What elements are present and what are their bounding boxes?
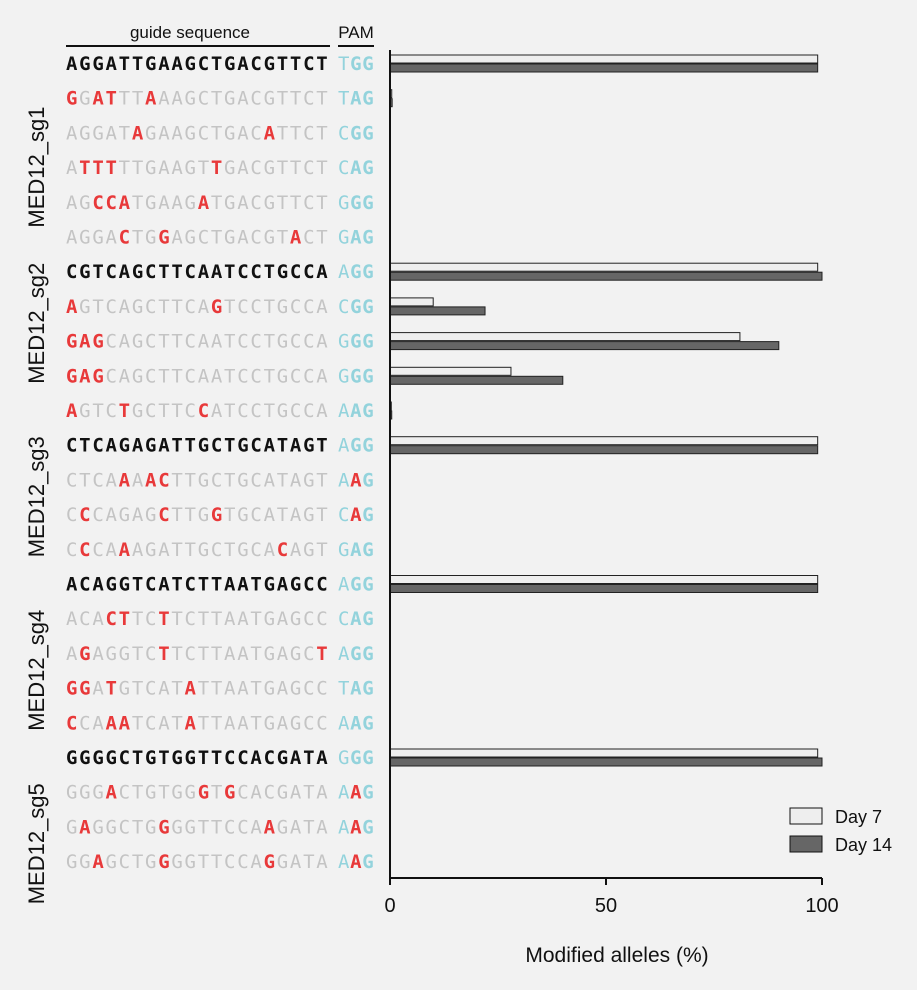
bar-day7 [389, 54, 819, 64]
pam-sequence: AAG [338, 400, 374, 422]
offtarget-sequence: GGATGTCATATTAATGAGCC [66, 678, 328, 700]
offtarget-sequence: GAGCAGCTTCAATCCTGCCA [66, 331, 328, 353]
offtarget-sequence: AGTCTGCTTCCATCCTGCCA [66, 400, 328, 422]
offtarget-sequence: GAGCAGCTTCAATCCTGCCA [66, 365, 328, 387]
pam-sequence: AGG [338, 261, 374, 283]
group-labels: MED12_sg1 MED12_sg2 MED12_sg3 MED12_sg4 MED1… [24, 107, 49, 905]
offtarget-sequence: AGGATAGAAGCTGACATTCT [66, 122, 328, 144]
x-axis-ticks: 0 50 100 [384, 878, 839, 917]
bar-day7 [389, 436, 819, 446]
bar-day14 [389, 584, 819, 593]
group-label: MED12_sg5 [24, 783, 49, 904]
pam-sequence: CAG [338, 157, 374, 179]
bar-day7 [389, 297, 434, 307]
bar-day7 [389, 262, 819, 272]
offtarget-sequence: GAGGCTGGGGTTCCAAGATA [66, 816, 328, 838]
bar-day7 [389, 332, 741, 342]
pam-sequence: CAG [338, 504, 374, 526]
pam-sequence: GAG [338, 539, 374, 561]
x-axis-label: Modified alleles (%) [525, 944, 708, 967]
offtarget-sequence: GGAGCTGGGGTTCCAGGATA [66, 851, 328, 873]
offtarget-sequence: AGTCAGCTTCAGTCCTGCCA [66, 296, 328, 318]
group-label: MED12_sg1 [24, 107, 49, 228]
pam-sequence: TGG [338, 53, 374, 75]
bar-day7 [389, 366, 512, 376]
target-sequence: ACAGGTCATCTTAATGAGCC [66, 574, 328, 596]
offtarget-sequence: ACACTTCTTCTTAATGAGCC [66, 608, 328, 630]
sequence-labels: AGGATTGAAGCTGACGTTCT TGG GGATTTAAAGCTGACGT… [66, 53, 374, 873]
offtarget-sequence: CCCAGAGCTTGGTGCATAGT [66, 504, 328, 526]
guide-sequence-header: guide sequence [130, 23, 250, 42]
offtarget-sequence: AGCCATGAAGATGACGTTCT [66, 192, 328, 214]
bar-day14 [389, 445, 819, 455]
pam-sequence: AGG [338, 643, 374, 665]
bar-day14 [389, 306, 486, 316]
pam-sequence: AAG [338, 469, 374, 491]
pam-sequence: GGG [338, 365, 374, 387]
pam-sequence: GGG [338, 192, 374, 214]
offtarget-sequence: AGGACTGGAGCTGACGTACT [66, 227, 328, 249]
target-sequence: CGTCAGCTTCAATCCTGCCA [66, 261, 328, 283]
legend-swatch-day7 [789, 807, 823, 825]
offtarget-sequence: CCAAATCATATTAATGAGCC [66, 712, 328, 734]
x-tick-label: 0 [384, 895, 395, 917]
target-sequence: GGGGCTGTGGTTCCACGATA [66, 747, 328, 769]
bar-day14 [389, 757, 823, 767]
offtarget-sequence: CCCAAAGATTGCTGCACAGT [66, 539, 328, 561]
offtarget-sequence: AGAGGTCTTCTTAATGAGCT [66, 643, 328, 665]
bar-day7 [389, 748, 819, 758]
bars [389, 54, 823, 767]
pam-sequence: GAG [338, 227, 374, 249]
pam-sequence: AAG [338, 712, 374, 734]
pam-sequence: CAG [338, 608, 374, 630]
pam-sequence: AGG [338, 574, 374, 596]
legend: Day 7 Day 14 [789, 807, 892, 855]
pam-sequence: AAG [338, 851, 374, 873]
offtarget-sequence: ATTTTTGAAGTTGACGTTCT [66, 157, 328, 179]
bar-day14 [389, 63, 819, 73]
pam-sequence: CGG [338, 122, 374, 144]
bar-day14 [389, 375, 564, 385]
bar-day14 [389, 341, 780, 351]
bar-day7 [389, 575, 819, 584]
pam-sequence: AAG [338, 816, 374, 838]
target-sequence: AGGATTGAAGCTGACGTTCT [66, 53, 328, 75]
pam-sequence: GGG [338, 747, 374, 769]
x-tick-label: 100 [805, 895, 838, 917]
pam-sequence: GGG [338, 331, 374, 353]
offtarget-sequence: GGATTTAAAGCTGACGTTCT [66, 88, 328, 110]
pam-sequence: AGG [338, 435, 374, 457]
pam-header: PAM [338, 23, 374, 42]
group-label: MED12_sg2 [24, 263, 49, 384]
legend-swatch-day14 [789, 835, 823, 853]
offtarget-sequence: GGGACTGTGGGTGCACGATA [66, 782, 328, 804]
group-label: MED12_sg4 [24, 610, 49, 731]
pam-sequence: AAG [338, 782, 374, 804]
pam-sequence: CGG [338, 296, 374, 318]
bar-day14 [389, 271, 823, 281]
x-tick-label: 50 [595, 895, 617, 917]
legend-label-day7: Day 7 [835, 807, 882, 827]
offtarget-sequence: CTCAAAACTTGCTGCATAGT [66, 469, 328, 491]
group-label: MED12_sg3 [24, 436, 49, 557]
pam-sequence: TAG [338, 88, 374, 110]
target-sequence: CTCAGAGATTGCTGCATAGT [66, 435, 328, 457]
legend-label-day14: Day 14 [835, 835, 892, 855]
pam-sequence: TAG [338, 678, 374, 700]
